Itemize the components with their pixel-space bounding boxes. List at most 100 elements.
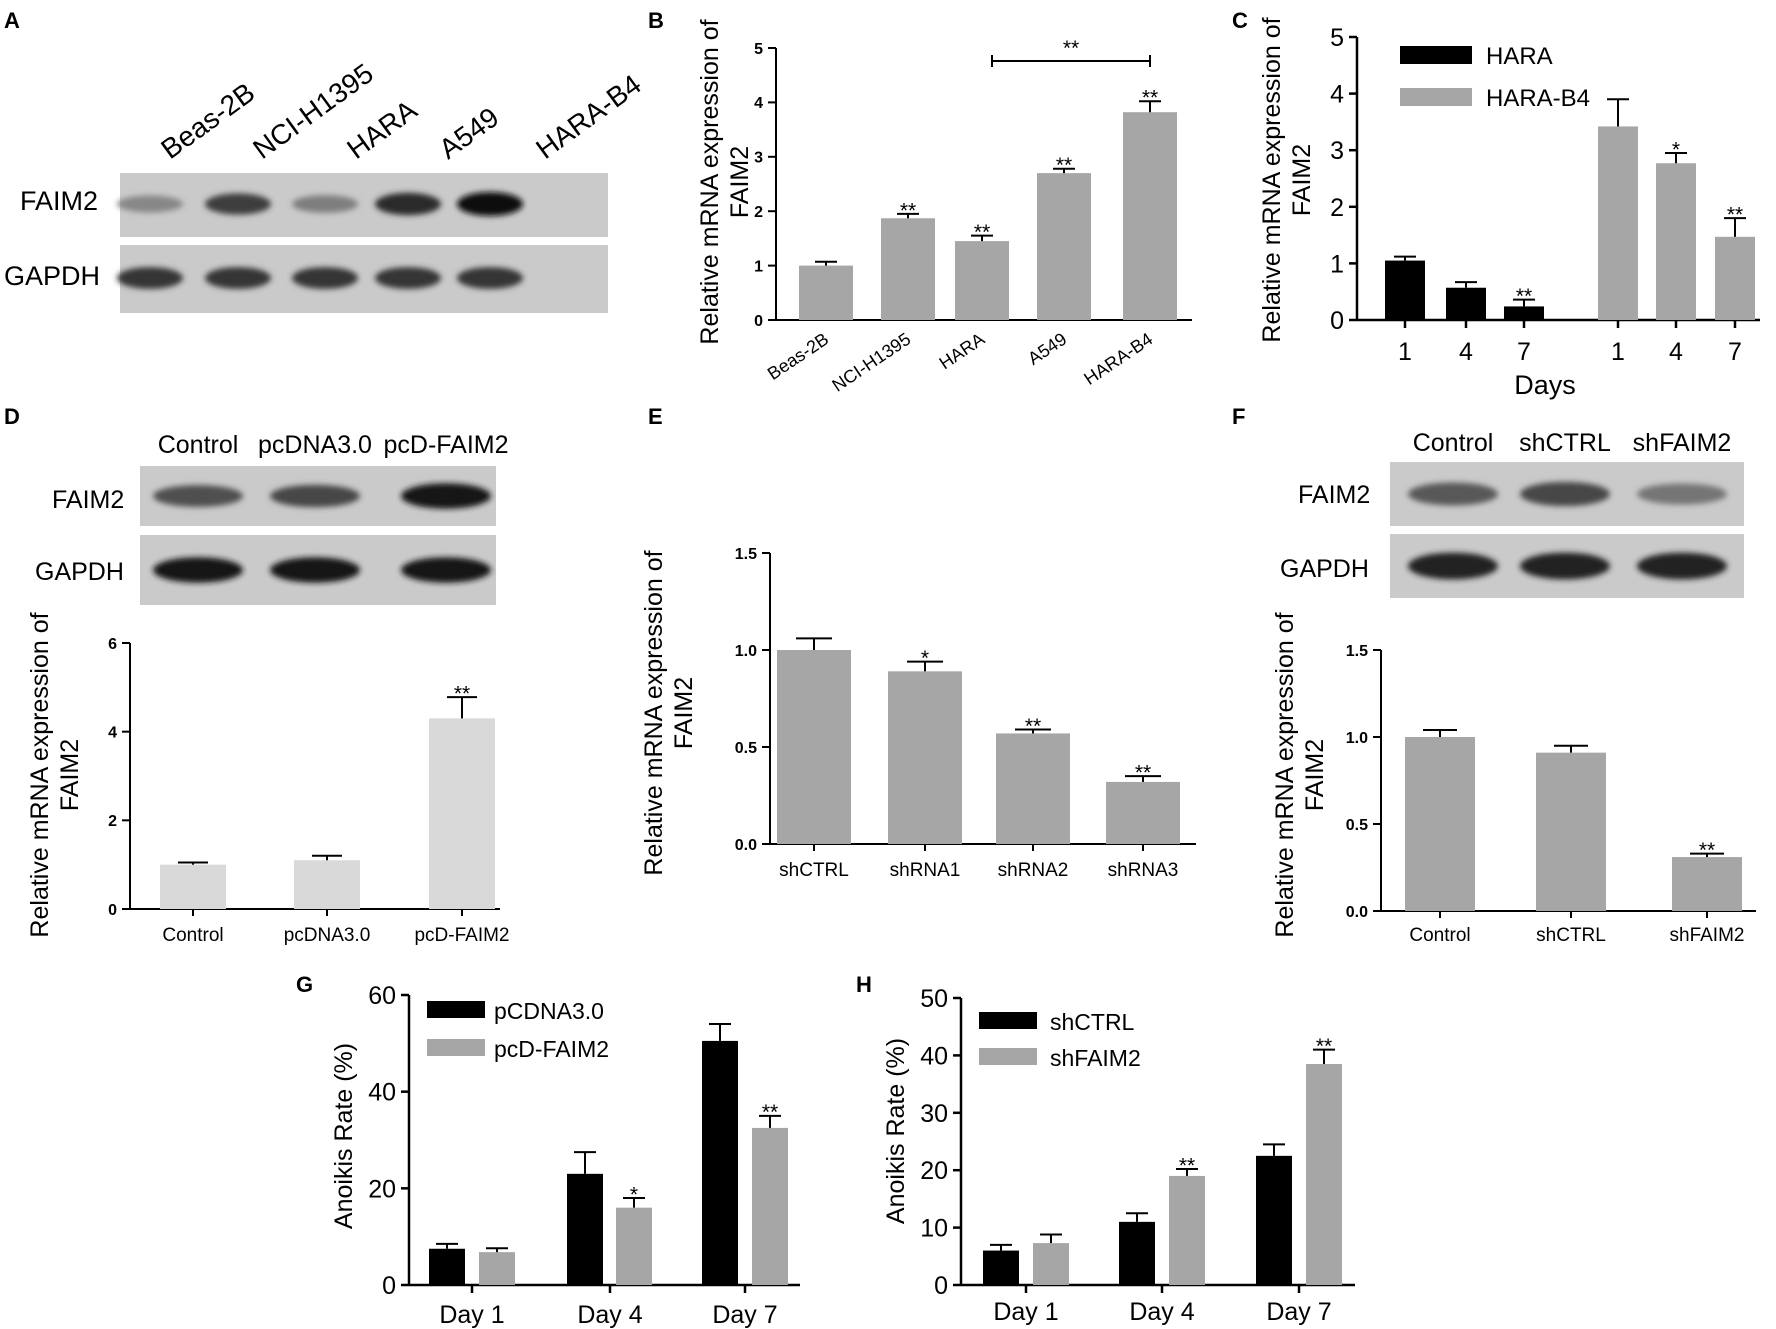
bar — [1536, 752, 1606, 911]
blot-band — [205, 193, 271, 215]
x-tick-label: shFAIM2 — [1670, 925, 1745, 946]
significance-label: ** — [1727, 203, 1743, 226]
y-tick-label: 1.5 — [1346, 643, 1368, 660]
x-tick-label: HARA — [936, 329, 989, 374]
y-tick-label: 0.5 — [1346, 817, 1368, 834]
y-tick-label: 20 — [920, 1157, 948, 1185]
x-tick-label: shRNA3 — [1108, 860, 1179, 881]
blot-band — [457, 192, 523, 216]
significance-label: ** — [1316, 1035, 1332, 1058]
bar — [616, 1207, 652, 1285]
bar — [1446, 287, 1486, 320]
y-tick-label: 10 — [920, 1215, 948, 1243]
bar — [799, 265, 853, 320]
y-tick-label: 0 — [108, 902, 117, 919]
significance-label: ** — [762, 1101, 778, 1124]
x-tick-label: A549 — [1024, 329, 1070, 369]
y-axis-label: Relative mRNA expression ofFAIM2 — [26, 612, 84, 937]
x-tick-label-group: HARA-B4 — [1080, 329, 1156, 389]
significance-label: ** — [900, 199, 916, 222]
blot-row-label-gapdh: GAPDH — [4, 261, 100, 291]
panel-letter-h: H — [856, 972, 872, 997]
blot-a: Beas-2B NCI-H1395 HARA A549 HARA-B4 FAIM… — [4, 57, 647, 313]
x-tick-label: 1 — [1398, 338, 1412, 366]
blot-band — [205, 267, 271, 289]
lane-label: HARA — [341, 94, 422, 165]
bar — [777, 650, 851, 844]
significance-label: ** — [1025, 715, 1041, 738]
chart-b: Relative mRNA expression ofFAIM2 0 1 2 3 4 5 *… — [696, 19, 1192, 396]
bar — [752, 1127, 788, 1285]
x-tick-label: Control — [162, 925, 223, 946]
legend-swatch — [427, 1001, 485, 1018]
y-tick-label: 0 — [754, 313, 763, 330]
legend-label: pcD-FAIM2 — [494, 1036, 609, 1062]
x-tick-label: Day 1 — [439, 1301, 504, 1329]
y-tick-label: 40 — [920, 1042, 948, 1070]
x-tick-label-group: NCI-H1395 — [828, 329, 914, 396]
legend-swatch — [1400, 88, 1472, 106]
lane-label: Control — [1413, 429, 1494, 457]
y-tick-label: 1.5 — [735, 546, 757, 563]
chart-e: Relative mRNA expression ofFAIM2 0.0 0.5 1… — [640, 546, 1196, 881]
legend-label: shCTRL — [1050, 1009, 1135, 1035]
legend-label: HARA — [1486, 43, 1553, 70]
bar — [1256, 1155, 1292, 1285]
blot-band — [270, 557, 360, 583]
blot-band — [153, 557, 243, 583]
x-tick-label: shRNA2 — [998, 860, 1069, 881]
y-tick-label: 4 — [108, 724, 117, 741]
blot-band — [401, 483, 491, 509]
y-axis-label: Relative mRNA expression ofFAIM2 — [640, 550, 698, 875]
bar — [1033, 1243, 1069, 1285]
bar — [1306, 1064, 1342, 1285]
blot-band — [117, 267, 183, 289]
y-tick-label: 50 — [920, 985, 948, 1013]
bar — [1504, 306, 1544, 320]
significance-label: ** — [454, 682, 470, 705]
y-axis-label: Relative mRNA expression ofFAIM2 — [1271, 612, 1329, 937]
x-tick-label: Day 7 — [712, 1301, 777, 1329]
bar — [429, 718, 495, 909]
y-axis-label: Anoikis Rate (%) — [330, 1043, 358, 1229]
y-tick-label: 4 — [1330, 81, 1344, 109]
blot-band — [292, 195, 358, 213]
bar — [160, 864, 226, 909]
x-tick-label: Control — [1409, 925, 1470, 946]
bar — [1119, 1221, 1155, 1285]
x-tick-label: Day 7 — [1266, 1298, 1331, 1326]
lane-label: pcD-FAIM2 — [383, 431, 508, 459]
legend-swatch — [979, 1012, 1037, 1029]
blot-row-label-faim2: FAIM2 — [1298, 481, 1370, 509]
x-tick-label: pcDNA3.0 — [284, 925, 371, 946]
x-tick-label: 7 — [1728, 338, 1742, 366]
y-tick-label: 1.0 — [1346, 730, 1368, 747]
x-tick-label: Beas-2B — [764, 329, 832, 384]
blot-band — [117, 195, 183, 213]
lane-label: shFAIM2 — [1633, 429, 1732, 457]
y-tick-label: 20 — [368, 1175, 396, 1203]
panel-letter-f: F — [1232, 404, 1245, 429]
y-axis-label: Relative mRNA expression ofFAIM2 — [1258, 17, 1316, 342]
bar — [702, 1040, 738, 1285]
legend-swatch — [1400, 46, 1472, 64]
x-tick-label: 4 — [1459, 338, 1473, 366]
panel-letter-g: G — [296, 972, 313, 997]
panel-letter-c: C — [1232, 8, 1248, 33]
bar — [1715, 236, 1755, 320]
y-tick-label: 60 — [368, 982, 396, 1010]
bar — [1672, 857, 1742, 911]
x-tick-label-group: Beas-2B — [764, 329, 832, 384]
bar — [996, 733, 1070, 844]
bar — [1169, 1175, 1205, 1285]
x-tick-label: 4 — [1669, 338, 1683, 366]
x-axis-label: Days — [1514, 370, 1576, 400]
blot-membrane-gapdh — [120, 245, 608, 313]
x-tick-label: Day 4 — [577, 1301, 642, 1329]
lane-label: HARA-B4 — [530, 68, 646, 164]
significance-label: ** — [1135, 761, 1151, 784]
x-tick-label: shCTRL — [1536, 925, 1606, 946]
x-tick-label: NCI-H1395 — [828, 329, 914, 396]
